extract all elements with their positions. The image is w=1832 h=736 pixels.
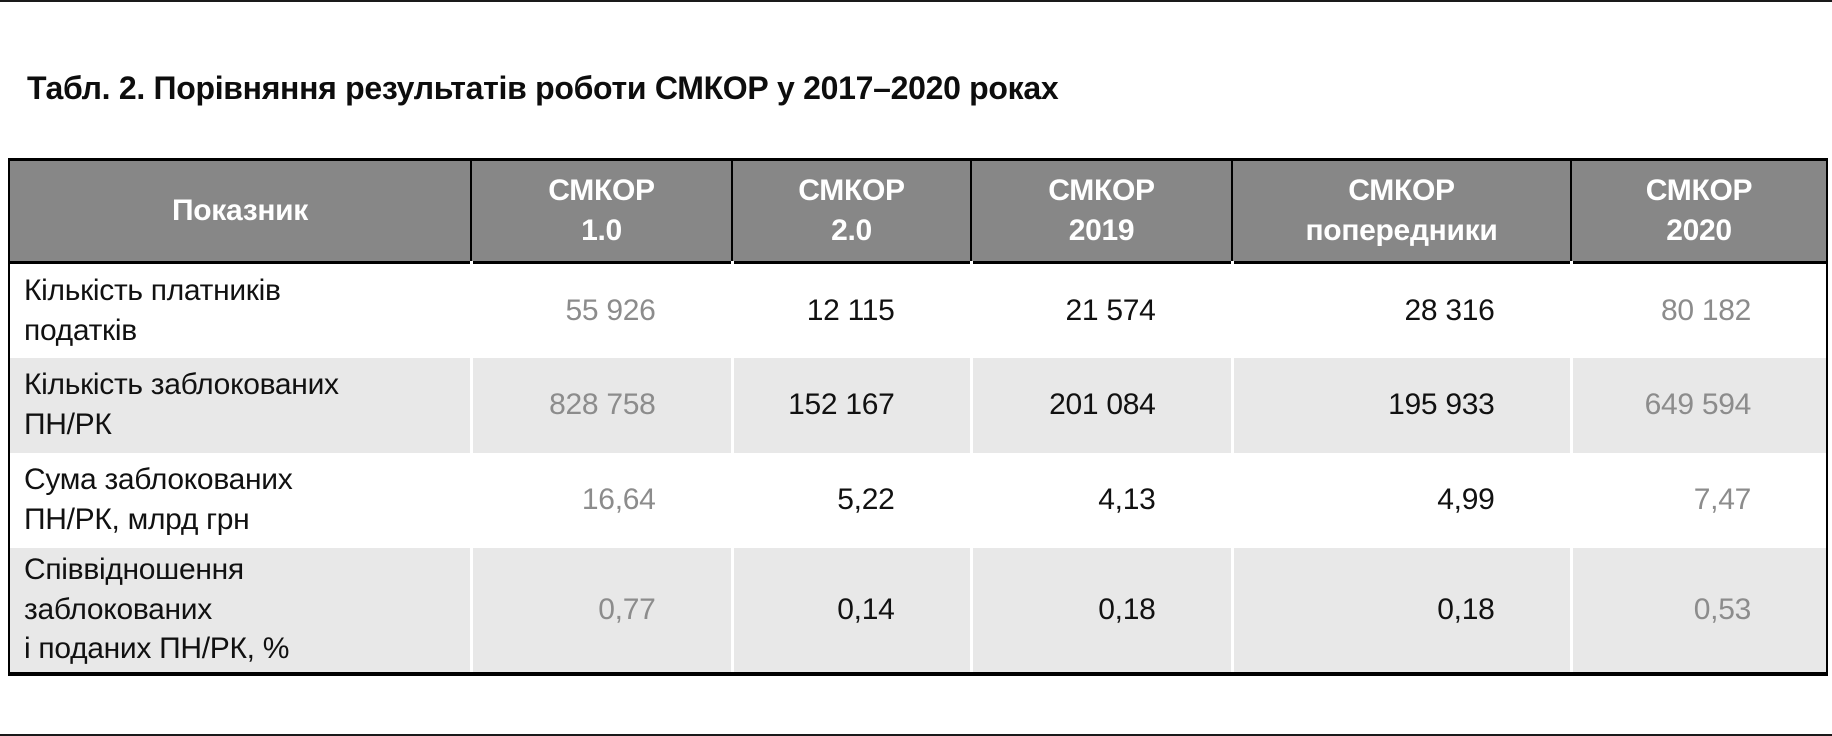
header-label-line: 2.0	[831, 214, 872, 247]
header-label-line: СМКОР	[1348, 173, 1455, 207]
table-row-blocked-count: Кількість заблокованих ПН/РК 828 758 152…	[9, 357, 1827, 453]
header-label-line: 2020	[1666, 214, 1732, 247]
cell-value: 0,18	[971, 547, 1234, 674]
cell-value: 16,64	[471, 452, 734, 548]
cell-value: 649 594	[1644, 388, 1752, 421]
row-label: Сума заблокованих ПН/РК, млрд грн	[9, 452, 473, 548]
table-row-taxpayers: Кількість платників податків 55 926 12 1…	[9, 262, 1827, 358]
cell-value: 7,47	[1693, 483, 1752, 516]
cell-value: 201 084	[971, 357, 1234, 453]
header-cmkor-poperednyky: СМКОР попередники	[1232, 159, 1572, 263]
row-label: Кількість платників податків	[9, 262, 473, 358]
row-label-line: ПН/РК	[24, 408, 112, 441]
header-cmkor-1-0: СМКОР 1.0	[471, 159, 733, 263]
cell-value: 195 933	[1232, 357, 1573, 453]
cell-value: 0,53	[1693, 592, 1752, 626]
cell-value: 5,22	[732, 452, 973, 548]
row-label-line: ПН/РК, млрд грн	[24, 503, 250, 536]
top-divider	[0, 0, 1832, 2]
row-label: Співвідношення заблокованих і поданих ПН…	[9, 547, 473, 674]
cell-value: 12 115	[732, 262, 973, 358]
comparison-table: Показник СМКОР 1.0 СМКОР 2.0 СМКОР 2019 …	[8, 158, 1828, 676]
header-label-line: 1.0	[581, 214, 622, 247]
cell-value: 152 167	[732, 357, 973, 453]
row-label-line: податків	[24, 313, 137, 347]
row-label-line: заблокованих	[24, 592, 212, 626]
cell-value: 0,77	[471, 547, 734, 674]
cell-value: 80 182	[1661, 293, 1751, 327]
header-label: Показник	[171, 193, 309, 227]
cell-value: 4,99	[1232, 452, 1573, 548]
table-row-blocked-sum: Сума заблокованих ПН/РК, млрд грн 16,64 …	[9, 452, 1827, 548]
row-label-line: Співвідношення	[24, 553, 244, 587]
bottom-divider	[0, 734, 1832, 736]
header-label-line: 2019	[1068, 214, 1135, 247]
cell-value: 28 316	[1232, 262, 1573, 358]
header-row: Показник СМКОР 1.0 СМКОР 2.0 СМКОР 2019 …	[9, 159, 1827, 263]
row-label-line: і поданих ПН/РК, %	[24, 632, 290, 666]
header-label-line: СМКОР	[548, 173, 655, 207]
cell-value: 828 758	[471, 357, 734, 453]
row-label-line: Кількість заблокованих	[24, 368, 339, 402]
cell-value: 55 926	[471, 262, 734, 358]
header-cmkor-2-0: СМКОР 2.0	[732, 159, 972, 263]
table-caption: Табл. 2. Порівняння результатів роботи С…	[27, 70, 1059, 106]
header-label-line: СМКОР	[798, 173, 905, 207]
cell-value: 4,13	[971, 452, 1234, 548]
header-pokaznyk: Показник	[9, 159, 472, 263]
table-row-ratio: Співвідношення заблокованих і поданих ПН…	[9, 547, 1827, 674]
row-label: Кількість заблокованих ПН/РК	[9, 357, 473, 453]
header-label-line: СМКОР	[1645, 173, 1753, 207]
header-label-line: попередники	[1305, 214, 1498, 247]
row-label-line: Кількість платників	[24, 274, 281, 308]
cell-value: 21 574	[971, 262, 1234, 358]
header-cmkor-2020: СМКОР 2020	[1571, 159, 1827, 263]
header-cmkor-2019: СМКОР 2019	[971, 159, 1233, 263]
row-label-line: Сума заблокованих	[24, 463, 293, 497]
header-label-line: СМКОР	[1048, 173, 1155, 207]
cell-value: 0,14	[732, 547, 973, 674]
cell-value: 0,18	[1232, 547, 1573, 674]
